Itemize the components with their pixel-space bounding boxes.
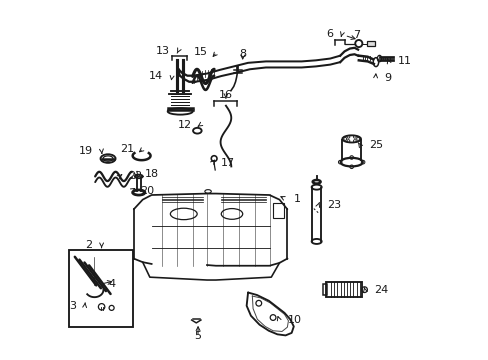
Text: 12: 12 — [177, 120, 191, 130]
Text: 21: 21 — [120, 144, 134, 154]
Text: 25: 25 — [368, 140, 382, 150]
Text: 13: 13 — [155, 46, 169, 56]
Text: 6: 6 — [325, 28, 332, 39]
Text: 16: 16 — [219, 90, 232, 100]
Text: 10: 10 — [287, 315, 302, 325]
Text: 9: 9 — [384, 73, 391, 83]
Text: 20: 20 — [140, 186, 154, 196]
Text: 22: 22 — [128, 171, 142, 181]
Bar — [69, 250, 133, 327]
Bar — [323, 284, 326, 295]
Bar — [366, 41, 374, 46]
Bar — [325, 282, 361, 297]
Text: 14: 14 — [149, 71, 163, 81]
Text: 2: 2 — [85, 240, 93, 250]
Text: 3: 3 — [69, 301, 76, 311]
Text: 5: 5 — [194, 332, 201, 342]
Text: 8: 8 — [239, 49, 246, 59]
Text: 24: 24 — [373, 285, 387, 295]
Text: 11: 11 — [397, 57, 410, 66]
Text: 23: 23 — [326, 200, 341, 210]
Text: 15: 15 — [194, 47, 207, 57]
Text: 1: 1 — [293, 194, 300, 203]
Text: 7: 7 — [353, 30, 360, 40]
Text: 4: 4 — [108, 279, 116, 289]
Bar — [272, 203, 283, 217]
Text: 17: 17 — [221, 158, 235, 168]
Text: 19: 19 — [79, 146, 93, 156]
Text: 18: 18 — [145, 168, 159, 179]
